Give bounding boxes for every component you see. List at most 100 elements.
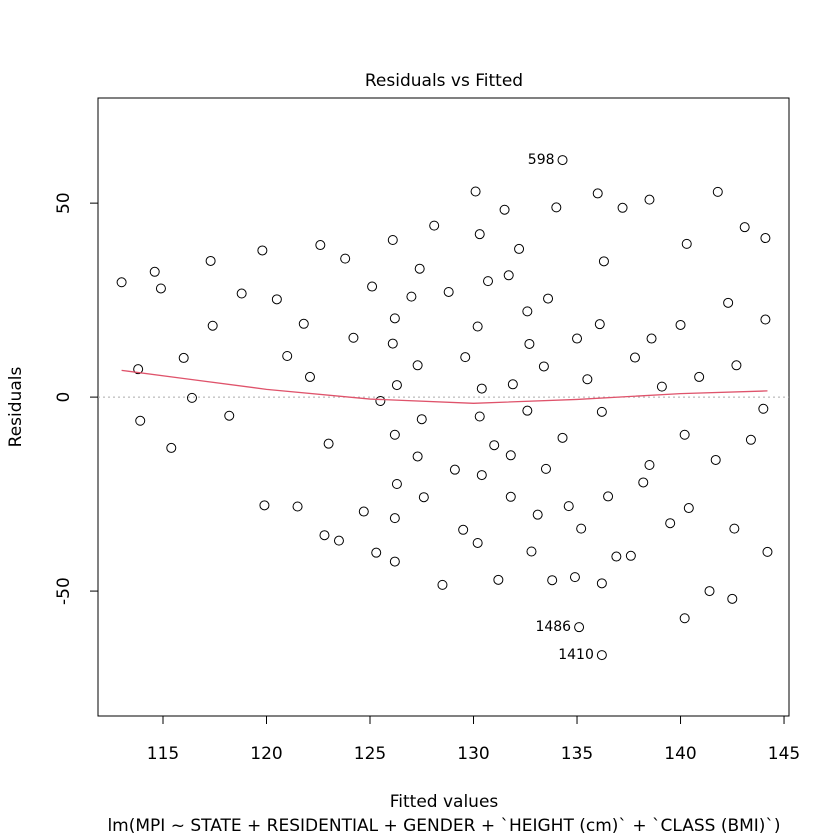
point (472, 537, 483, 548)
point (460, 352, 471, 363)
point (472, 321, 483, 332)
point (499, 204, 510, 215)
y-tick-label: -50 (54, 577, 74, 605)
x-tick-label: 120 (250, 744, 282, 764)
point (712, 186, 723, 197)
point (611, 551, 622, 562)
point (476, 383, 487, 394)
point (333, 535, 344, 546)
x-tick-label: 145 (768, 744, 800, 764)
point (458, 524, 469, 535)
point (323, 438, 334, 449)
subtitle: lm(MPI ~ STATE + RESIDENTIAL + GENDER + … (107, 816, 780, 836)
point (683, 503, 694, 514)
point (178, 352, 189, 363)
point (704, 586, 715, 597)
point (205, 255, 216, 266)
point (629, 352, 640, 363)
point (592, 188, 603, 199)
point (282, 350, 293, 361)
point (505, 491, 516, 502)
point (505, 450, 516, 461)
point (594, 319, 605, 330)
point (375, 395, 386, 406)
point (681, 238, 692, 249)
point (727, 593, 738, 604)
point (532, 509, 543, 520)
point (367, 281, 378, 292)
point (551, 202, 562, 213)
point (569, 572, 580, 583)
point (429, 220, 440, 231)
point (493, 574, 504, 585)
point (406, 291, 417, 302)
point (644, 459, 655, 470)
point (135, 415, 146, 426)
point (758, 403, 769, 414)
point (476, 470, 487, 481)
point (236, 288, 247, 299)
point (572, 333, 583, 344)
point (387, 234, 398, 245)
point (116, 277, 127, 288)
point (679, 613, 690, 624)
point (292, 501, 303, 512)
point (596, 406, 607, 417)
point (665, 518, 676, 529)
point (503, 270, 514, 281)
point (315, 240, 326, 251)
point (389, 429, 400, 440)
point (155, 283, 166, 294)
point (474, 411, 485, 422)
point (358, 506, 369, 517)
point (745, 434, 756, 445)
point (224, 410, 235, 421)
point (557, 432, 568, 443)
point (418, 492, 429, 503)
point (483, 276, 494, 287)
point (340, 253, 351, 264)
point (389, 556, 400, 567)
point (474, 229, 485, 240)
point (739, 222, 750, 233)
point (522, 306, 533, 317)
point-label: 1410 (558, 647, 594, 663)
x-tick-label: 135 (561, 744, 593, 764)
point (149, 266, 160, 277)
labeled-point (574, 622, 585, 633)
point (186, 392, 197, 403)
point (694, 371, 705, 382)
point (437, 579, 448, 590)
point (679, 429, 690, 440)
point (489, 440, 500, 451)
point (304, 371, 315, 382)
point (259, 500, 270, 511)
y-tick-label: 0 (54, 392, 74, 403)
point (389, 513, 400, 524)
x-axis-label: Fitted values (390, 792, 499, 812)
point (656, 381, 667, 392)
x-tick-label: 130 (457, 744, 489, 764)
point (416, 414, 427, 425)
point (644, 194, 655, 205)
point (391, 479, 402, 490)
point (387, 338, 398, 349)
point (507, 379, 518, 390)
point (298, 318, 309, 329)
point (598, 256, 609, 267)
point (646, 333, 657, 344)
x-tick-label: 140 (664, 744, 696, 764)
point (443, 286, 454, 297)
point-label: 1486 (535, 619, 571, 635)
point (582, 374, 593, 385)
point (543, 293, 554, 304)
point-label: 598 (528, 152, 555, 168)
chart-title: Residuals vs Fitted (365, 71, 523, 91)
point (391, 380, 402, 391)
point (723, 297, 734, 308)
plot-frame (97, 97, 790, 717)
point (371, 547, 382, 558)
point (522, 405, 533, 416)
x-tick-label: 125 (354, 744, 386, 764)
